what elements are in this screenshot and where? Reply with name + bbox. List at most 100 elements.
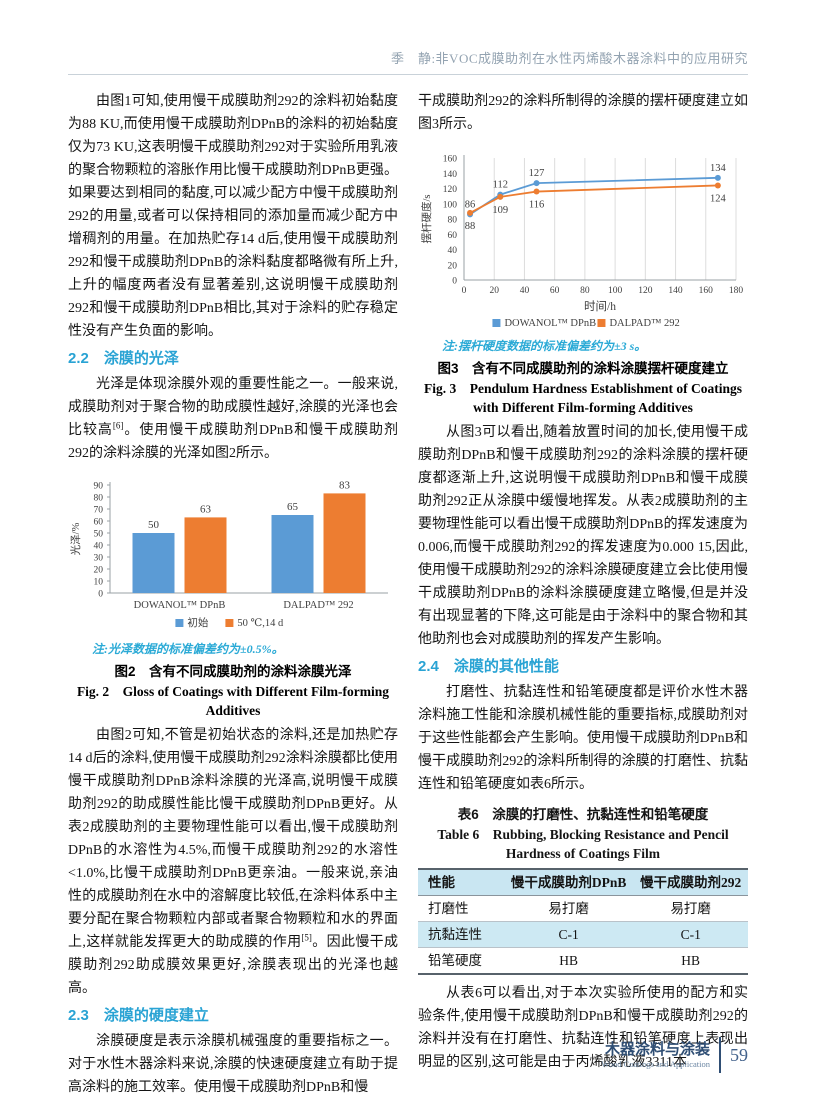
svg-text:80: 80: [448, 216, 458, 226]
svg-text:83: 83: [339, 479, 351, 491]
hardness-chart-svg: 0 20 40 60 80 100 120 140 160 0 20 40 60 80 100 120 140 1…: [420, 155, 744, 330]
table-6: 性能 慢干成膜助剂DPnB 慢干成膜助剂292 打磨性 易打磨 易打磨 抗黏连性…: [418, 868, 748, 975]
paragraph-hardness-intro: 涂膜硬度是表示涂膜机械强度的重要指标之一。对于水性木器涂料来说,涂膜的快速硬度建…: [68, 1034, 398, 1095]
figure-3-note: 注:摆杆硬度数据的标准偏差约为±3 s。: [442, 339, 647, 353]
header-rule: [68, 74, 748, 75]
svg-text:60: 60: [94, 518, 104, 528]
table-header-property: 性能: [418, 869, 504, 896]
svg-text:140: 140: [443, 170, 458, 180]
svg-text:40: 40: [94, 542, 104, 552]
svg-text:180: 180: [729, 286, 744, 296]
svg-text:88: 88: [465, 221, 476, 232]
page-footer: 木器涂料与涂装 Wood Coatings and Application 59: [601, 1037, 748, 1073]
table-header-292: 慢干成膜助剂292: [633, 869, 748, 896]
table-cell: 铅笔硬度: [428, 953, 482, 968]
paragraph-hardness-analysis: 从图3可以看出,随着放置时间的加长,使用慢干成膜助剂DPnB和慢干成膜助剂292…: [418, 425, 748, 647]
svg-text:50: 50: [148, 519, 160, 531]
table-cell: C-1: [558, 927, 579, 942]
svg-text:120: 120: [443, 185, 458, 195]
svg-text:50: 50: [94, 530, 104, 540]
svg-text:127: 127: [529, 168, 545, 179]
paragraph-hardness-continued: 干成膜助剂292的涂料所制得的涂膜的摆杆硬度建立如图3所示。: [418, 94, 748, 132]
svg-text:0: 0: [98, 590, 103, 600]
figure-2-caption: 图2 含有不同成膜助剂的涂料涂膜光泽 Fig. 2 Gloss of Coati…: [68, 661, 398, 720]
paragraph-gloss-analysis-text: 由图2可知,不管是初始状态的涂料,还是加热贮存14 d后的涂料,使用慢干成膜助剂…: [68, 728, 398, 950]
left-column: 由图1可知,使用慢干成膜助剂292的涂料初始黏度为88 KU,而使用慢干成膜助剂…: [68, 90, 398, 1099]
svg-text:40: 40: [520, 286, 530, 296]
table-cell: HB: [681, 953, 701, 968]
table-cell: 抗黏连性: [428, 927, 482, 942]
right-column: 干成膜助剂292的涂料所制得的涂膜的摆杆硬度建立如图3所示。 0 20 40 60 80…: [418, 90, 748, 1099]
journal-title-en: Wood Coatings and Application: [601, 1058, 710, 1069]
svg-text:0: 0: [462, 286, 467, 296]
svg-text:光泽/%: 光泽/%: [69, 522, 82, 555]
figure-2-caption-zh: 图2 含有不同成膜助剂的涂料涂膜光泽: [114, 664, 352, 679]
citation-ref-5: [5]: [301, 932, 312, 943]
svg-text:DOWANOL™ DPnB: DOWANOL™ DPnB: [134, 600, 226, 611]
journal-title-block: 木器涂料与涂装 Wood Coatings and Application: [601, 1041, 710, 1070]
svg-text:86: 86: [465, 199, 476, 210]
svg-text:134: 134: [710, 163, 727, 174]
svg-text:65: 65: [287, 501, 299, 513]
svg-text:时间/h: 时间/h: [584, 300, 616, 313]
svg-text:160: 160: [443, 155, 458, 165]
running-head: 季 静:非VOC成膜助剂在水性丙烯酸木器涂料中的应用研究: [0, 0, 816, 67]
section-heading-2-4: 2.4 涂膜的其他性能: [418, 658, 559, 675]
svg-text:DALPAD™ 292: DALPAD™ 292: [609, 318, 679, 329]
figure-3: 0 20 40 60 80 100 120 140 160 0 20 40 60 80 100 120 140 1…: [418, 144, 748, 417]
svg-text:10: 10: [94, 578, 104, 588]
paragraph-table6-analysis: 从表6可以看出,对于本次实验所使用的配方和实验条件,使用慢干成膜助剂DPnB和慢…: [418, 986, 748, 1070]
table-row-blocking: 抗黏连性 C-1 C-1: [418, 921, 748, 948]
figure-3-caption-en: Fig. 3 Pendulum Hardness Establishment o…: [423, 381, 743, 415]
svg-text:140: 140: [668, 286, 683, 296]
footer-divider: [719, 1037, 721, 1073]
journal-title-zh: 木器涂料与涂装: [604, 1040, 710, 1058]
gloss-chart-svg: 0 10 20 30 40 50 60 70 80 90 光泽/% 50 63 DOWANOL™ DPnB…: [69, 479, 388, 629]
svg-text:DOWANOL™ DPnB: DOWANOL™ DPnB: [504, 318, 596, 329]
paragraph-gloss-intro: 光泽是体现涂膜外观的重要性能之一。一般来说,成膜助剂对于聚合物的助成膜性越好,涂…: [68, 373, 398, 465]
paragraph-gloss-intro-text2: 。使用慢干成膜助剂DPnB和慢干成膜助剂292的涂料涂膜的光泽如图2所示。: [68, 423, 398, 461]
figure-2-note: 注:光泽数据的标准偏差约为±0.5%。: [92, 642, 284, 656]
svg-text:20: 20: [448, 261, 458, 271]
table-row-pencil-hardness: 铅笔硬度 HB HB: [418, 947, 748, 975]
figure-3-caption-zh: 图3 含有不同成膜助剂的涂料涂膜摆杆硬度建立: [437, 361, 729, 376]
table-cell: 易打磨: [548, 901, 589, 916]
svg-text:109: 109: [492, 205, 508, 216]
figure-2-caption-en: Fig. 2 Gloss of Coatings with Different …: [76, 684, 390, 718]
table-cell: HB: [559, 953, 578, 968]
table-cell: 打磨性: [428, 901, 469, 916]
svg-text:124: 124: [710, 193, 727, 204]
svg-text:30: 30: [94, 554, 104, 564]
svg-text:63: 63: [200, 503, 212, 515]
svg-text:20: 20: [489, 286, 499, 296]
section-heading-2-2: 2.2 涂膜的光泽: [68, 350, 179, 367]
figure-2: 0 10 20 30 40 50 60 70 80 90 光泽/% 50 63 DOWANOL™ DPnB…: [68, 473, 398, 720]
paragraph-gloss-intro-text: 光泽是体现涂膜外观的重要性能之一。一般来说,成膜助剂对于聚合物的助成膜性越好,涂…: [68, 377, 398, 438]
svg-text:60: 60: [448, 231, 458, 241]
svg-text:116: 116: [529, 200, 544, 211]
paragraph-gloss-analysis-text2: 。因此慢干成膜助剂292助成膜效果更好,涂膜表现出的光泽也越高。: [68, 935, 399, 996]
table-row-rubbing: 打磨性 易打磨 易打磨: [418, 895, 748, 922]
svg-text:80: 80: [94, 494, 104, 504]
section-heading-2-3: 2.3 涂膜的硬度建立: [68, 1007, 209, 1024]
svg-text:初始: 初始: [187, 616, 208, 629]
table-cell: 易打磨: [670, 901, 711, 916]
svg-text:100: 100: [443, 200, 458, 210]
gloss-bar-chart: 0 10 20 30 40 50 60 70 80 90 光泽/% 50 63 DOWANOL™ DPnB…: [68, 473, 400, 639]
paragraph-gloss-analysis: 由图2可知,不管是初始状态的涂料,还是加热贮存14 d后的涂料,使用慢干成膜助剂…: [68, 724, 398, 1000]
svg-text:112: 112: [493, 180, 508, 191]
svg-text:DALPAD™ 292: DALPAD™ 292: [283, 600, 353, 611]
citation-ref-6: [6]: [112, 420, 124, 431]
paragraph-other-properties-intro: 打磨性、抗黏连性和铅笔硬度都是评价水性木器涂料施工性能和涂膜机械性能的重要指标,…: [418, 685, 748, 792]
figure-3-caption: 图3 含有不同成膜助剂的涂料涂膜摆杆硬度建立 Fig. 3 Pendulum H…: [418, 358, 748, 417]
page-number: 59: [730, 1044, 748, 1065]
table-cell: C-1: [680, 927, 701, 942]
svg-text:20: 20: [94, 566, 104, 576]
svg-text:120: 120: [638, 286, 653, 296]
svg-text:160: 160: [699, 286, 714, 296]
paragraph-viscosity-discussion: 由图1可知,使用慢干成膜助剂292的涂料初始黏度为88 KU,而使用慢干成膜助剂…: [68, 94, 398, 339]
svg-text:40: 40: [448, 246, 458, 256]
table-6-caption-en: Table 6 Rubbing, Blocking Resistance and…: [437, 827, 729, 861]
running-head-title: 季 静:非VOC成膜助剂在水性丙烯酸木器涂料中的应用研究: [390, 51, 748, 66]
